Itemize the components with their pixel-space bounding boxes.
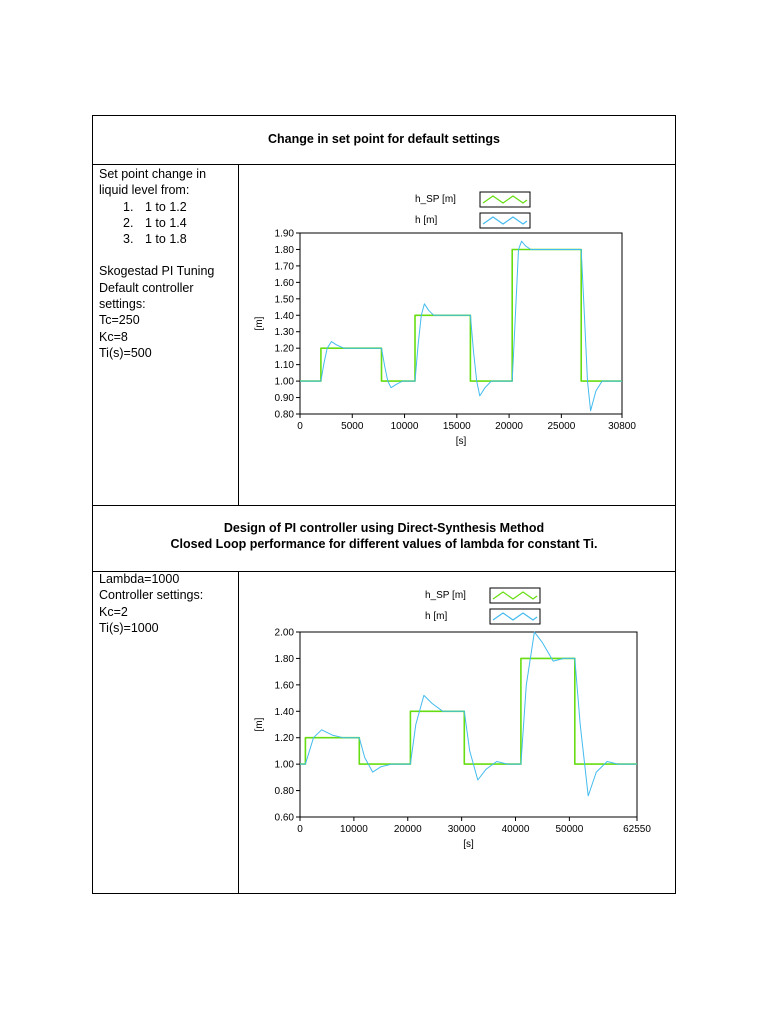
row-divider [92, 505, 676, 506]
y-tick-label: 1.50 [275, 294, 295, 305]
y-axis-label: [m] [254, 717, 265, 731]
x-tick-label: 62550 [623, 824, 651, 835]
description-line: settings: [99, 297, 146, 312]
x-tick-label: 10000 [391, 421, 419, 432]
description-line: Controller settings: [99, 588, 204, 603]
legend-line [492, 612, 538, 621]
y-tick-label: 1.60 [275, 680, 295, 691]
y-tick-label: 1.20 [275, 344, 295, 355]
x-tick-label: 15000 [443, 421, 471, 432]
level-series-line [300, 240, 622, 412]
legend-line [482, 216, 528, 225]
plot-area [299, 232, 623, 415]
y-tick-label: 0.80 [275, 410, 295, 421]
section-title-line: Design of PI controller using Direct-Syn… [223, 521, 545, 535]
description-line: Kc=8 [99, 329, 128, 344]
description-line: Kc=2 [99, 604, 128, 619]
list-item: 1. 1 to 1.2 [99, 199, 237, 215]
column-divider [238, 571, 239, 894]
y-tick-label: 1.10 [275, 360, 295, 371]
x-tick-label: 0 [297, 824, 303, 835]
list-number: 3. [123, 232, 134, 247]
table-frame [92, 115, 676, 894]
section-title-line: Closed Loop performance for different va… [170, 537, 598, 551]
list-item: 3. 1 to 1.8 [99, 231, 237, 247]
y-tick-label: 1.00 [275, 760, 295, 771]
description-line: Skogestad PI Tuning [99, 264, 215, 279]
list-number: 2. [123, 215, 134, 230]
description-line: Tc=250 [99, 313, 140, 328]
description-line: Lambda=1000 [99, 572, 180, 586]
x-axis-label: [s] [456, 436, 467, 447]
y-tick-label: 0.80 [275, 786, 295, 797]
y-tick-label: 1.30 [275, 327, 295, 338]
list-number: 1. [123, 199, 134, 214]
x-tick-label: 25000 [547, 421, 575, 432]
y-tick-label: 2.00 [275, 628, 295, 639]
level-series-line [300, 631, 637, 797]
list-text: 1 to 1.4 [145, 215, 187, 230]
y-tick-label: 1.60 [275, 278, 295, 289]
description-line: liquid level from: [99, 183, 190, 198]
y-axis-label: [m] [254, 316, 265, 330]
x-tick-label: 30800 [608, 421, 636, 432]
x-tick-label: 20000 [495, 421, 523, 432]
section-title: Change in set point for default settings [93, 131, 675, 147]
y-tick-label: 1.40 [275, 707, 295, 718]
legend-label: h [m] [425, 611, 447, 622]
x-tick-label: 0 [297, 421, 303, 432]
row-divider [92, 571, 676, 572]
list-text: 1 to 1.8 [145, 232, 187, 247]
list-text: 1 to 1.2 [145, 199, 187, 214]
y-tick-label: 1.20 [275, 733, 295, 744]
description-line: Default controller [99, 280, 194, 295]
y-tick-label: 1.80 [275, 654, 295, 665]
legend-label: h_SP [m] [425, 590, 466, 601]
legend-line [492, 591, 538, 600]
list-item: 2. 1 to 1.4 [99, 215, 237, 231]
row-divider [92, 164, 676, 165]
section-title: Design of PI controller using Direct-Syn… [93, 520, 675, 552]
x-tick-label: 50000 [555, 824, 583, 835]
y-tick-label: 1.80 [275, 245, 295, 256]
y-tick-label: 1.00 [275, 377, 295, 388]
x-axis-label: [s] [463, 839, 474, 850]
description-line: Ti(s)=1000 [99, 620, 159, 635]
x-tick-label: 10000 [340, 824, 368, 835]
x-tick-label: 30000 [448, 824, 476, 835]
level-response-chart: 0.60 0.80 1.00 1.20 1.40 1.60 1.80 2.00 0 10000 20… [254, 587, 651, 850]
plot-area [299, 631, 638, 818]
x-tick-label: 20000 [394, 824, 422, 835]
settings-description: Set point change in liquid level from: 1… [99, 166, 237, 361]
y-tick-label: 1.90 [275, 229, 295, 240]
setpoint-change-list: 1. 1 to 1.2 2. 1 to 1.4 3. 1 to 1.8 [99, 199, 237, 248]
description-line: Ti(s)=500 [99, 345, 152, 360]
level-response-chart: 0.80 0.90 1.00 1.10 1.20 1.30 1.40 1.50 1.60 1.70… [254, 191, 636, 447]
legend-label: h_SP [m] [415, 194, 456, 205]
y-tick-label: 1.40 [275, 311, 295, 322]
column-divider [238, 164, 239, 505]
y-tick-label: 1.70 [275, 261, 295, 272]
y-tick-label: 0.90 [275, 393, 295, 404]
legend-label: h [m] [415, 215, 437, 226]
y-tick-label: 0.60 [275, 813, 295, 824]
legend-line [482, 195, 528, 204]
x-tick-label: 5000 [341, 421, 364, 432]
section-title-line: Change in set point for default settings [268, 132, 500, 146]
x-tick-label: 40000 [502, 824, 530, 835]
settings-description: Lambda=1000 Controller settings: Kc=2 Ti… [99, 571, 237, 636]
description-line: Set point change in [99, 167, 207, 181]
